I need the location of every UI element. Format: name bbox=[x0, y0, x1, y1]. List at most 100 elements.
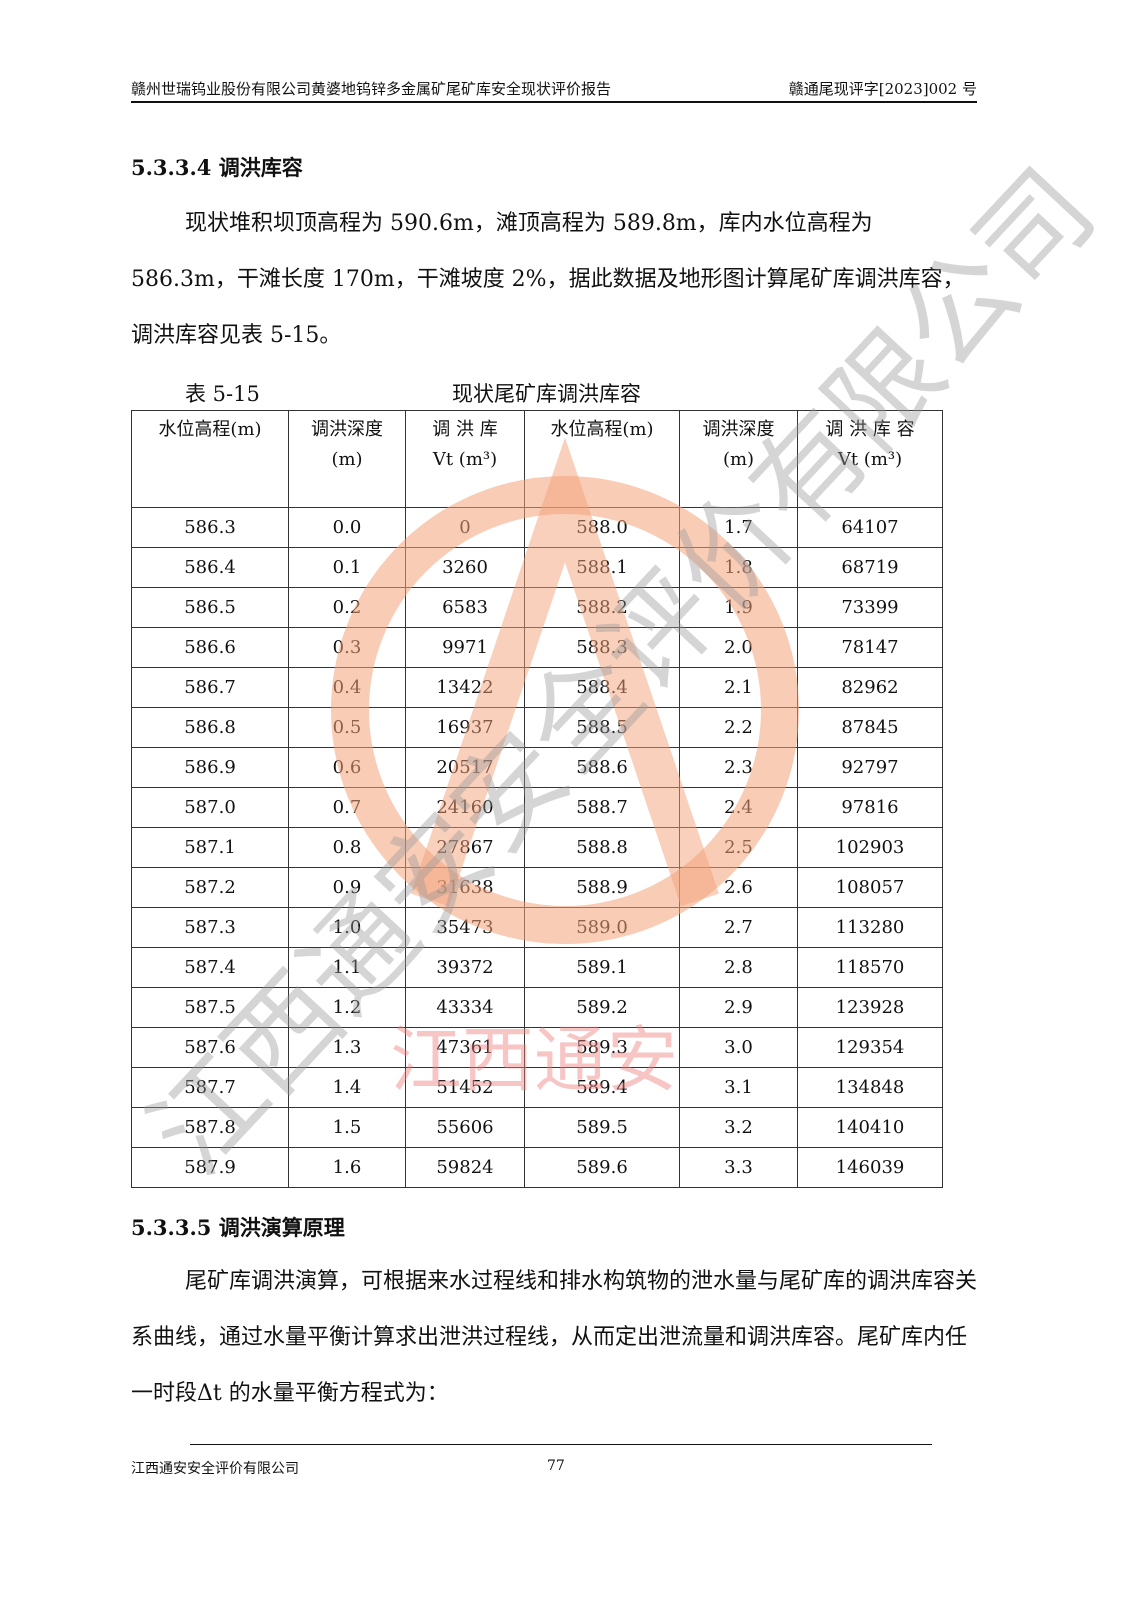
table-cell: 588.7 bbox=[524, 787, 680, 828]
table-cell: 39372 bbox=[405, 947, 525, 988]
table-cell: 2.5 bbox=[679, 827, 798, 868]
table-cell: 587.8 bbox=[131, 1107, 289, 1148]
table-cell: 586.4 bbox=[131, 547, 289, 588]
table-cell: 102903 bbox=[797, 827, 943, 868]
table-cell: 43334 bbox=[405, 987, 525, 1028]
table-cell: 2.7 bbox=[679, 907, 798, 948]
column-header: 水位高程(m) bbox=[131, 410, 289, 508]
table-cell: 0.0 bbox=[288, 507, 406, 548]
table-cell: 586.7 bbox=[131, 667, 289, 708]
table-cell: 589.6 bbox=[524, 1147, 680, 1188]
flood-storage-table: 水位高程(m) 调洪深度 (m) 调 洪 库 Vt (m³) 水位高程(m) 调洪深度 (m)… bbox=[131, 410, 943, 1188]
column-header: 调洪深度 (m) bbox=[679, 410, 798, 508]
header-line: 调洪深度 bbox=[311, 419, 383, 440]
table-cell: 16937 bbox=[405, 707, 525, 748]
table-number: 表 5-15 bbox=[185, 382, 260, 406]
table-cell: 92797 bbox=[797, 747, 943, 788]
table-cell: 588.8 bbox=[524, 827, 680, 868]
table-cell: 146039 bbox=[797, 1147, 943, 1188]
table-row: 586.9 0.6 20517 588.6 2.3 92797 bbox=[131, 747, 943, 788]
paragraph: 尾矿库调洪演算，可根据来水过程线和排水构筑物的泄水量与尾矿库的调洪库容关系曲线，… bbox=[131, 1269, 978, 1406]
table-cell: 588.2 bbox=[524, 587, 680, 628]
table-row: 586.5 0.2 6583 588.2 1.9 73399 bbox=[131, 587, 943, 628]
table-row: 586.8 0.5 16937 588.5 2.2 87845 bbox=[131, 707, 943, 748]
column-header: 水位高程(m) bbox=[524, 410, 680, 508]
table-cell: 1.2 bbox=[288, 987, 406, 1028]
table-cell: 31638 bbox=[405, 867, 525, 908]
table-row: 587.8 1.5 55606 589.5 3.2 140410 bbox=[131, 1107, 943, 1148]
table-cell: 97816 bbox=[797, 787, 943, 828]
table-cell: 1.8 bbox=[679, 547, 798, 588]
table-cell: 118570 bbox=[797, 947, 943, 988]
table-cell: 588.4 bbox=[524, 667, 680, 708]
table-cell: 2.4 bbox=[679, 787, 798, 828]
table-row: 587.2 0.9 31638 588.9 2.6 108057 bbox=[131, 867, 943, 908]
table-cell: 586.3 bbox=[131, 507, 289, 548]
table-cell: 64107 bbox=[797, 507, 943, 548]
table-cell: 587.9 bbox=[131, 1147, 289, 1188]
table-cell: 55606 bbox=[405, 1107, 525, 1148]
table-cell: 587.4 bbox=[131, 947, 289, 988]
table-row: 586.3 0.0 0 588.0 1.7 64107 bbox=[131, 507, 943, 548]
table-cell: 588.1 bbox=[524, 547, 680, 588]
header-line: (m) bbox=[331, 449, 363, 470]
table-cell: 0.3 bbox=[288, 627, 406, 668]
table-row: 586.6 0.3 9971 588.3 2.0 78147 bbox=[131, 627, 943, 668]
table-row: 586.4 0.1 3260 588.1 1.8 68719 bbox=[131, 547, 943, 588]
table-row: 587.0 0.7 24160 588.7 2.4 97816 bbox=[131, 787, 943, 828]
table-cell: 13422 bbox=[405, 667, 525, 708]
table-cell: 2.9 bbox=[679, 987, 798, 1028]
table-cell: 586.6 bbox=[131, 627, 289, 668]
table-cell: 589.2 bbox=[524, 987, 680, 1028]
header-line: (m) bbox=[722, 449, 755, 470]
header-title: 赣州世瑞钨业股份有限公司黄婆地钨锌多金属矿尾矿库安全现状评价报告 bbox=[131, 80, 612, 98]
table-cell: 0.5 bbox=[288, 707, 406, 748]
table-cell: 589.5 bbox=[524, 1107, 680, 1148]
table-cell: 587.1 bbox=[131, 827, 289, 868]
table-cell: 1.3 bbox=[288, 1027, 406, 1068]
page-number: 77 bbox=[547, 1458, 565, 1474]
table-cell: 6583 bbox=[405, 587, 525, 628]
table-cell: 0.8 bbox=[288, 827, 406, 868]
table-cell: 0.9 bbox=[288, 867, 406, 908]
table-cell: 0.4 bbox=[288, 667, 406, 708]
table-row: 586.7 0.4 13422 588.4 2.1 82962 bbox=[131, 667, 943, 708]
footer-company: 江西通安安全评价有限公司 bbox=[131, 1461, 299, 1477]
table-title: 现状尾矿库调洪库容 bbox=[452, 382, 641, 406]
table-cell: 24160 bbox=[405, 787, 525, 828]
table-cell: 1.5 bbox=[288, 1107, 406, 1148]
table-cell: 51452 bbox=[405, 1067, 525, 1108]
table-cell: 2.8 bbox=[679, 947, 798, 988]
table-row: 587.5 1.2 43334 589.2 2.9 123928 bbox=[131, 987, 943, 1028]
table-header-row: 水位高程(m) 调洪深度 (m) 调 洪 库 Vt (m³) 水位高程(m) 调洪深度 (m)… bbox=[131, 410, 943, 508]
table-cell: 1.6 bbox=[288, 1147, 406, 1188]
header-line: 水位高程(m) bbox=[550, 419, 654, 440]
table-cell: 129354 bbox=[797, 1027, 943, 1068]
column-header: 调 洪 库 容 Vt (m³) bbox=[797, 410, 943, 508]
table-cell: 123928 bbox=[797, 987, 943, 1028]
section-title: 5.3.3.4 调洪库容 bbox=[131, 155, 303, 180]
table-cell: 589.4 bbox=[524, 1067, 680, 1108]
header-line: Vt (m³) bbox=[837, 449, 903, 470]
table-cell: 588.0 bbox=[524, 507, 680, 548]
table-cell: 588.3 bbox=[524, 627, 680, 668]
table-cell: 82962 bbox=[797, 667, 943, 708]
table-cell: 1.4 bbox=[288, 1067, 406, 1108]
table-cell: 0.2 bbox=[288, 587, 406, 628]
table-cell: 587.5 bbox=[131, 987, 289, 1028]
table-cell: 20517 bbox=[405, 747, 525, 788]
table-cell: 3.3 bbox=[679, 1147, 798, 1188]
table-cell: 586.9 bbox=[131, 747, 289, 788]
header-line: 调 洪 库 bbox=[432, 419, 498, 440]
table-cell: 589.1 bbox=[524, 947, 680, 988]
table-cell: 68719 bbox=[797, 547, 943, 588]
table-cell: 3.0 bbox=[679, 1027, 798, 1068]
table-cell: 2.0 bbox=[679, 627, 798, 668]
header-line: 调洪深度 bbox=[702, 419, 775, 440]
column-header: 调 洪 库 Vt (m³) bbox=[405, 410, 525, 508]
table-cell: 2.2 bbox=[679, 707, 798, 748]
table-cell: 1.1 bbox=[288, 947, 406, 988]
table-cell: 78147 bbox=[797, 627, 943, 668]
table-cell: 2.3 bbox=[679, 747, 798, 788]
